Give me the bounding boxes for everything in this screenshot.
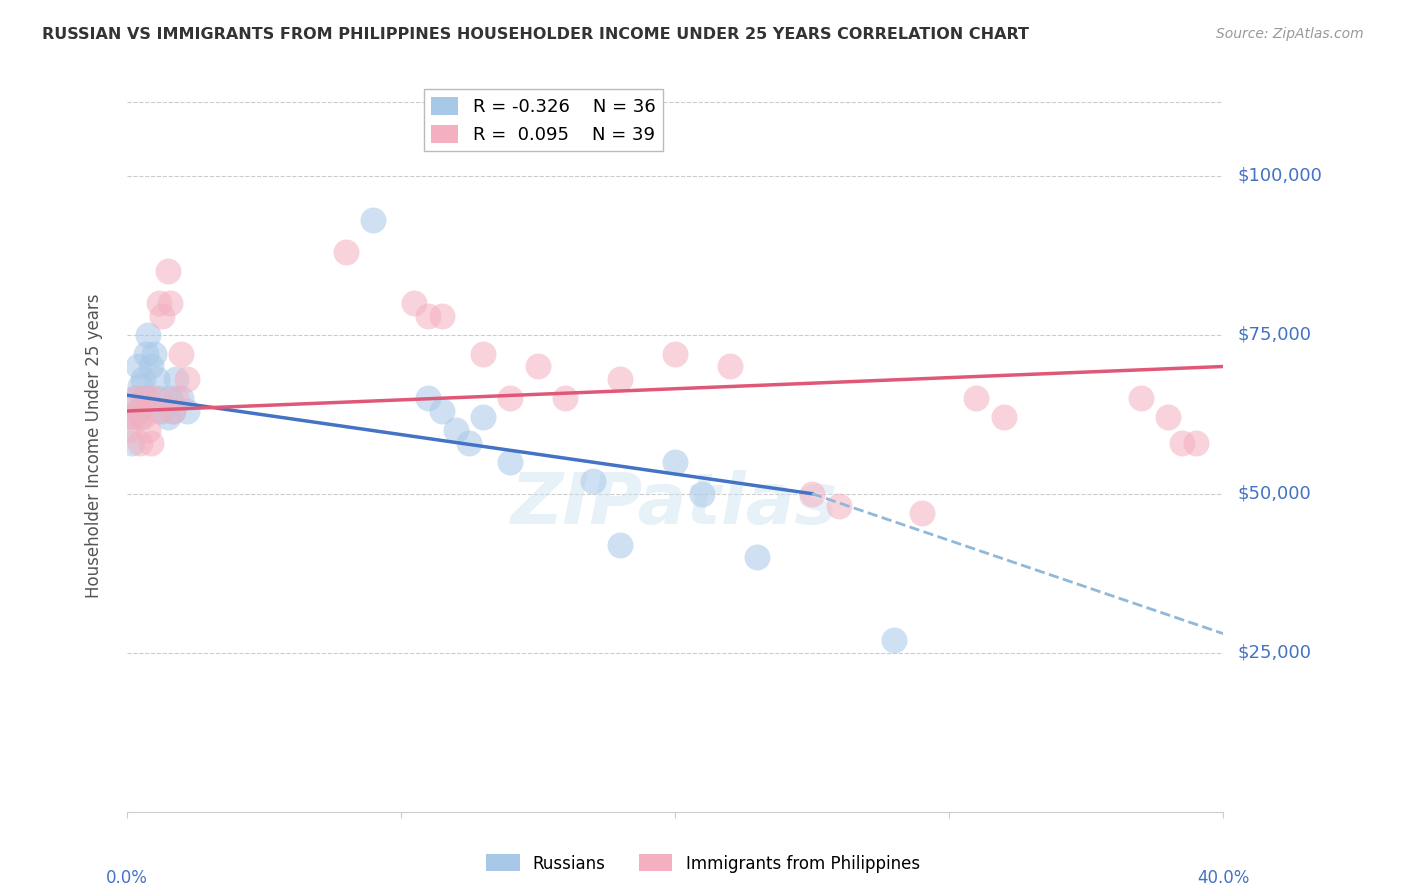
Text: RUSSIAN VS IMMIGRANTS FROM PHILIPPINES HOUSEHOLDER INCOME UNDER 25 YEARS CORRELA: RUSSIAN VS IMMIGRANTS FROM PHILIPPINES H… bbox=[42, 27, 1029, 42]
Point bbox=[148, 296, 170, 310]
Point bbox=[883, 632, 905, 647]
Point bbox=[335, 245, 357, 260]
Point bbox=[156, 264, 179, 278]
Point bbox=[747, 550, 769, 565]
Point bbox=[132, 392, 155, 406]
Point bbox=[129, 378, 152, 392]
Text: $75,000: $75,000 bbox=[1237, 326, 1312, 343]
Point bbox=[554, 392, 576, 406]
Point bbox=[664, 455, 686, 469]
Point bbox=[135, 347, 157, 361]
Point bbox=[418, 309, 440, 323]
Point bbox=[993, 410, 1015, 425]
Point bbox=[444, 423, 467, 437]
Text: ZIPatlas: ZIPatlas bbox=[512, 470, 838, 539]
Point bbox=[162, 404, 184, 418]
Text: $50,000: $50,000 bbox=[1237, 484, 1310, 503]
Point bbox=[472, 347, 495, 361]
Point bbox=[430, 404, 453, 418]
Text: 0.0%: 0.0% bbox=[105, 869, 148, 887]
Point bbox=[582, 474, 605, 488]
Y-axis label: Householder Income Under 25 years: Householder Income Under 25 years bbox=[84, 293, 103, 599]
Point bbox=[458, 435, 481, 450]
Point bbox=[132, 372, 155, 386]
Point bbox=[156, 410, 179, 425]
Point bbox=[472, 410, 495, 425]
Point bbox=[127, 404, 149, 418]
Point bbox=[170, 392, 193, 406]
Point bbox=[118, 410, 141, 425]
Point bbox=[692, 486, 714, 500]
Point bbox=[138, 423, 160, 437]
Point bbox=[143, 392, 166, 406]
Point bbox=[176, 404, 198, 418]
Point bbox=[148, 392, 170, 406]
Point bbox=[150, 309, 173, 323]
Point bbox=[129, 410, 152, 425]
Point bbox=[121, 410, 143, 425]
Point bbox=[159, 392, 181, 406]
Point bbox=[418, 392, 440, 406]
Point bbox=[363, 213, 385, 227]
Point bbox=[1185, 435, 1208, 450]
Point bbox=[718, 359, 741, 374]
Point bbox=[121, 435, 143, 450]
Point bbox=[118, 423, 141, 437]
Point bbox=[801, 486, 824, 500]
Point bbox=[1157, 410, 1180, 425]
Point bbox=[129, 435, 152, 450]
Point bbox=[145, 372, 167, 386]
Point bbox=[176, 372, 198, 386]
Point bbox=[911, 506, 934, 520]
Point bbox=[828, 500, 851, 514]
Point bbox=[150, 404, 173, 418]
Point bbox=[165, 392, 187, 406]
Point bbox=[1130, 392, 1153, 406]
Point bbox=[664, 347, 686, 361]
Point bbox=[966, 392, 988, 406]
Point bbox=[124, 392, 146, 406]
Point bbox=[170, 347, 193, 361]
Text: Source: ZipAtlas.com: Source: ZipAtlas.com bbox=[1216, 27, 1364, 41]
Point bbox=[527, 359, 550, 374]
Legend: Russians, Immigrants from Philippines: Russians, Immigrants from Philippines bbox=[479, 847, 927, 880]
Text: $100,000: $100,000 bbox=[1237, 167, 1322, 185]
Point bbox=[138, 327, 160, 342]
Point bbox=[132, 410, 155, 425]
Point bbox=[127, 359, 149, 374]
Legend: R = -0.326    N = 36, R =  0.095    N = 39: R = -0.326 N = 36, R = 0.095 N = 39 bbox=[425, 89, 662, 152]
Point bbox=[499, 455, 522, 469]
Point bbox=[145, 404, 167, 418]
Point bbox=[127, 404, 149, 418]
Point bbox=[1171, 435, 1194, 450]
Point bbox=[135, 392, 157, 406]
Point bbox=[162, 404, 184, 418]
Text: $25,000: $25,000 bbox=[1237, 644, 1312, 662]
Point bbox=[404, 296, 426, 310]
Point bbox=[141, 435, 163, 450]
Point bbox=[499, 392, 522, 406]
Text: 40.0%: 40.0% bbox=[1197, 869, 1250, 887]
Point bbox=[143, 347, 166, 361]
Point bbox=[135, 392, 157, 406]
Point bbox=[609, 538, 631, 552]
Point bbox=[124, 392, 146, 406]
Point bbox=[430, 309, 453, 323]
Point bbox=[165, 372, 187, 386]
Point bbox=[159, 296, 181, 310]
Point bbox=[141, 359, 163, 374]
Point bbox=[609, 372, 631, 386]
